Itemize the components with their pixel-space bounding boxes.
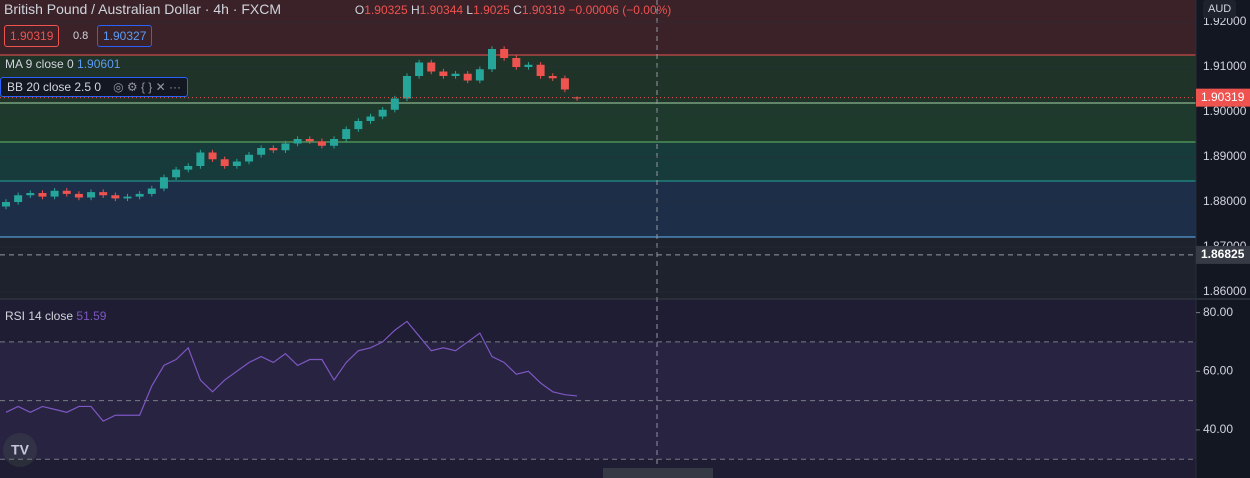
buy-button[interactable]: 1.90327 bbox=[97, 25, 153, 47]
candle-body bbox=[196, 152, 205, 167]
candle-body bbox=[548, 76, 557, 79]
tradingview-logo[interactable]: TV bbox=[3, 433, 37, 467]
candle-body bbox=[560, 78, 569, 90]
candle-body bbox=[415, 62, 424, 77]
interval[interactable]: 4h bbox=[213, 1, 229, 17]
ohlc-key: H bbox=[411, 3, 420, 17]
candle-body bbox=[208, 152, 217, 160]
candle-body bbox=[220, 159, 229, 167]
ma-value: 1.90601 bbox=[77, 57, 121, 71]
y-tick-label: 1.90000 bbox=[1203, 104, 1247, 118]
spread: 0.8 bbox=[73, 30, 89, 42]
candle-body bbox=[245, 154, 253, 162]
candle-body bbox=[135, 193, 144, 197]
currency-button[interactable]: AUD bbox=[1203, 0, 1237, 18]
candle-body bbox=[257, 148, 266, 155]
candle-body bbox=[305, 139, 314, 142]
y-tick-label: 1.88000 bbox=[1203, 194, 1247, 208]
zone bbox=[0, 0, 1196, 55]
candle-body bbox=[402, 76, 411, 99]
candle-body bbox=[99, 192, 108, 196]
candle-body bbox=[123, 196, 132, 199]
candle-body bbox=[378, 109, 387, 117]
last-price-tag bbox=[1196, 88, 1250, 107]
candle-body bbox=[111, 195, 120, 199]
y-tick-label: 80.00 bbox=[1203, 305, 1233, 319]
candle-body bbox=[500, 49, 509, 59]
header: British Pound / Australian Dollar · 4h ·… bbox=[4, 1, 672, 17]
rsi-legend[interactable]: RSI 14 close 51.59 bbox=[5, 309, 106, 323]
y-tick-label: 1.89000 bbox=[1203, 149, 1247, 163]
symbol[interactable]: British Pound / Australian Dollar bbox=[4, 1, 201, 17]
candle-body bbox=[536, 64, 545, 77]
ma-label: MA 9 close 0 bbox=[5, 57, 74, 71]
candle-body bbox=[281, 143, 290, 151]
candle-body bbox=[184, 166, 193, 170]
y-tick-label: 40.00 bbox=[1203, 422, 1233, 436]
rsi-value: 51.59 bbox=[76, 309, 107, 323]
svg-text:TV: TV bbox=[11, 442, 30, 458]
rsi-label: RSI 14 close bbox=[5, 309, 74, 323]
bb-legend[interactable]: BB 20 close 2.5 0 ◎ ⚙ { } ✕ ··· bbox=[0, 77, 189, 97]
ohlc: O1.90325 H1.90344 L1.9025 C1.90319 −0.00… bbox=[355, 3, 671, 17]
y-tick-label: 1.91000 bbox=[1203, 59, 1247, 73]
zone bbox=[0, 237, 1196, 298]
candle-body bbox=[38, 193, 47, 197]
rsi-pane bbox=[0, 300, 1196, 478]
candle-body bbox=[62, 190, 71, 194]
candle-body bbox=[159, 177, 168, 189]
candle-body bbox=[147, 188, 156, 194]
candle-body bbox=[172, 169, 181, 178]
candle-body bbox=[439, 71, 448, 77]
candle-body bbox=[342, 129, 351, 140]
y-tick-label: 60.00 bbox=[1203, 363, 1233, 377]
candle-body bbox=[463, 73, 472, 81]
bb-label: BB 20 close 2.5 0 bbox=[7, 80, 102, 94]
candle-body bbox=[475, 69, 484, 81]
candle-body bbox=[390, 98, 399, 110]
candle-body bbox=[26, 193, 35, 196]
candle-body bbox=[50, 190, 59, 197]
candle-body bbox=[269, 148, 278, 151]
zone bbox=[0, 55, 1196, 103]
ohlc-value: 1.9025 bbox=[473, 3, 510, 17]
candle-body bbox=[293, 139, 302, 144]
ohlc-value: 1.90325 bbox=[364, 3, 408, 17]
candle-body bbox=[524, 64, 533, 68]
candle-body bbox=[573, 97, 582, 99]
ohlc-value: 1.90344 bbox=[419, 3, 464, 17]
last-price-label: 1.90319 bbox=[1201, 90, 1245, 104]
crosshair-time-tag bbox=[603, 468, 713, 478]
candle-body bbox=[451, 73, 460, 77]
candle-body bbox=[232, 161, 241, 167]
y-tick-label: 1.86000 bbox=[1203, 284, 1247, 298]
candle-body bbox=[354, 121, 363, 130]
rsi-line bbox=[5, 320, 578, 422]
zone bbox=[0, 103, 1196, 142]
crosshair-price-label: 1.86825 bbox=[1201, 247, 1245, 261]
ohlc-value: 1.90319 bbox=[521, 3, 566, 17]
candle-body bbox=[488, 49, 496, 70]
candle-body bbox=[14, 195, 23, 203]
change: −0.00006 (−0.00%) bbox=[568, 3, 672, 17]
zone bbox=[0, 181, 1196, 237]
ohlc-key: L bbox=[466, 3, 474, 17]
crosshair-price-tag bbox=[1196, 245, 1250, 264]
candle-body bbox=[427, 62, 436, 72]
candle-body bbox=[2, 202, 10, 207]
candle-body bbox=[366, 116, 375, 122]
candle-body bbox=[330, 139, 339, 146]
candle-body bbox=[317, 141, 326, 146]
candle-body bbox=[512, 58, 521, 68]
ohlc-key: C bbox=[513, 3, 522, 17]
candle-body bbox=[87, 192, 96, 198]
candle-body bbox=[74, 193, 83, 198]
sell-button[interactable]: 1.90319 bbox=[4, 25, 60, 47]
ma-legend[interactable]: MA 9 close 0 1.90601 bbox=[5, 57, 120, 71]
source: FXCM bbox=[241, 1, 282, 17]
ohlc-key: O bbox=[354, 3, 365, 17]
